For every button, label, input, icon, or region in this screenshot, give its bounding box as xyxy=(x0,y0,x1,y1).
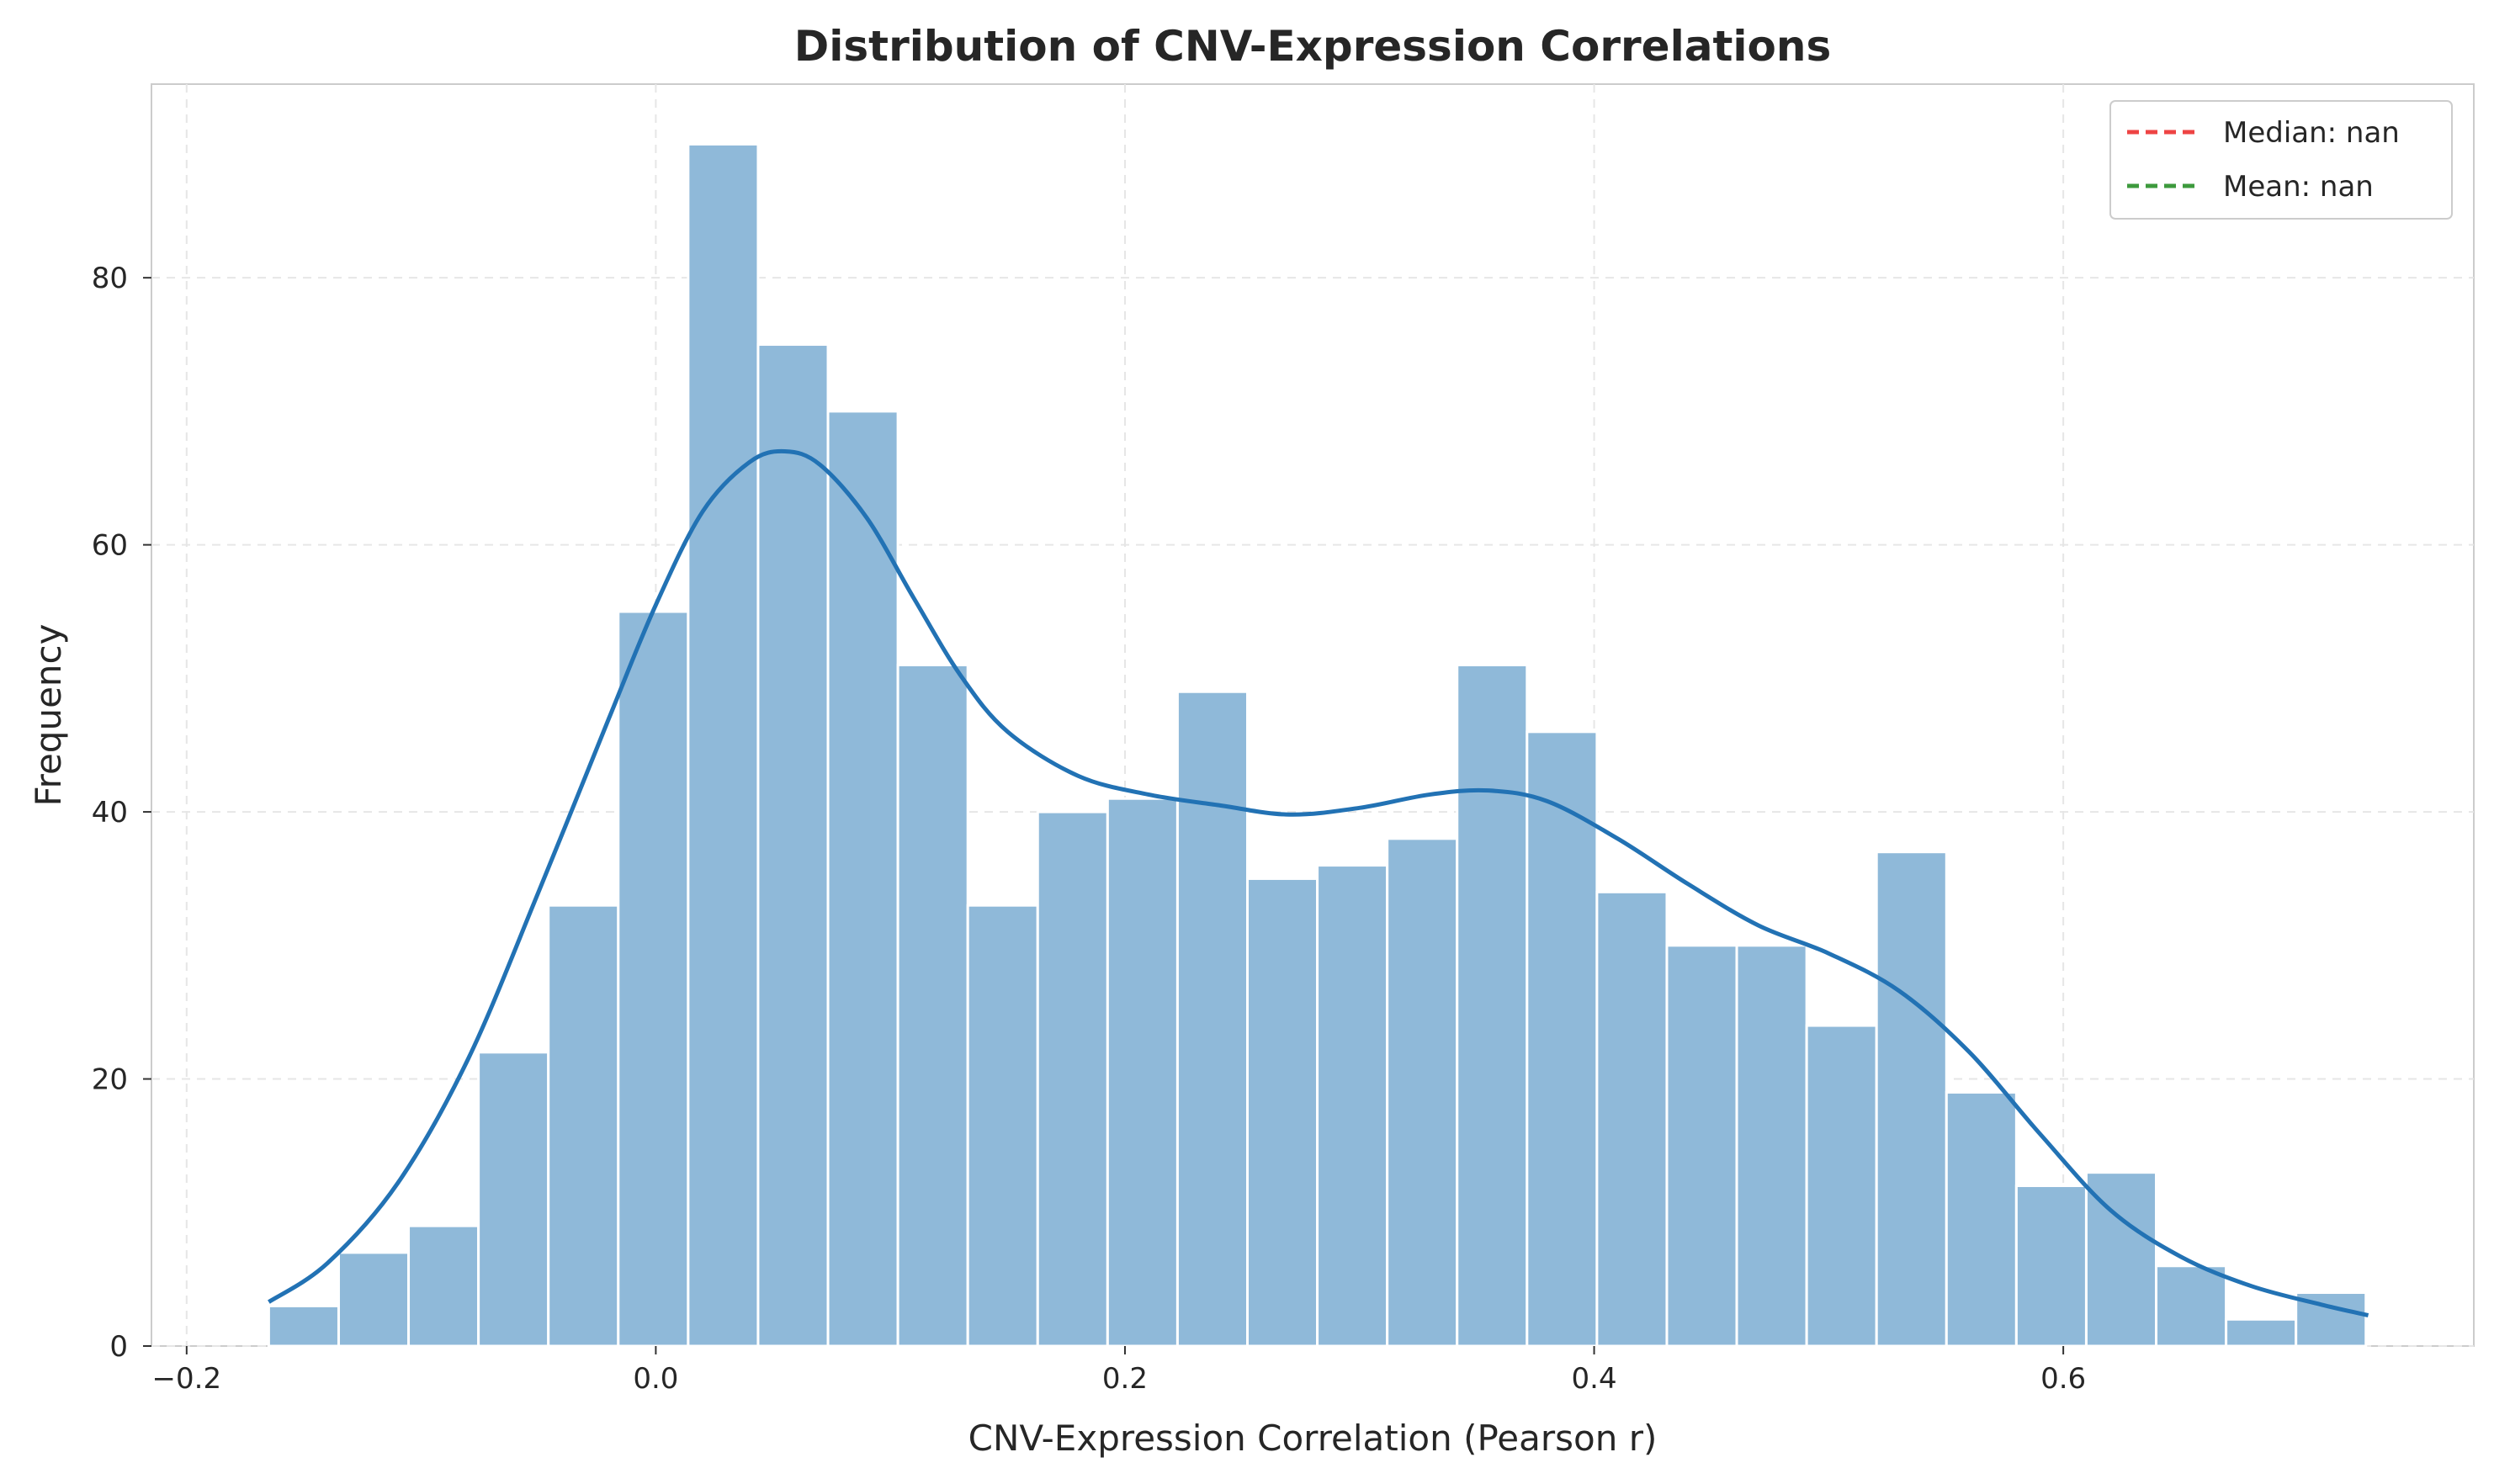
histogram-bar xyxy=(826,410,899,1348)
histogram-bar xyxy=(1526,730,1599,1348)
histogram-bar xyxy=(756,343,830,1348)
histogram-bar xyxy=(2155,1264,2228,1348)
histogram-bar xyxy=(1245,877,1319,1348)
histogram-bar xyxy=(896,663,969,1348)
y-tick-label: 80 xyxy=(92,262,128,295)
histogram-bar xyxy=(2084,1171,2158,1348)
histogram-bar xyxy=(1175,690,1249,1348)
histogram-bar xyxy=(1665,944,1738,1348)
x-axis-label: CNV-Expression Correlation (Pearson r) xyxy=(968,1418,1658,1459)
histogram-bar xyxy=(687,142,760,1348)
x-tick-label: 0.0 xyxy=(633,1362,678,1396)
histogram-bar xyxy=(1106,797,1179,1348)
histogram-bar xyxy=(966,904,1039,1348)
histogram-bar xyxy=(2225,1317,2298,1348)
histogram-bar xyxy=(1735,944,1808,1348)
histogram-bar xyxy=(1316,864,1389,1348)
histogram-bars xyxy=(267,142,2368,1348)
y-axis-label: Frequency xyxy=(28,624,69,807)
y-tick-label: 20 xyxy=(92,1063,128,1097)
histogram-bar xyxy=(1386,837,1459,1348)
histogram-bar xyxy=(1945,1090,2018,1348)
plot-area xyxy=(151,83,2475,1348)
y-tick-label: 40 xyxy=(92,796,128,829)
x-tick-label: 0.2 xyxy=(1102,1362,1148,1396)
histogram-bar xyxy=(617,610,690,1348)
histogram-bar xyxy=(1875,851,1948,1348)
histogram-bar xyxy=(1595,890,1669,1348)
kde-curve xyxy=(268,448,2369,1317)
histogram-bar xyxy=(1036,810,1109,1348)
histogram-bar xyxy=(477,1051,550,1348)
histogram-bar xyxy=(1456,663,1529,1348)
x-tick-label: 0.6 xyxy=(2040,1362,2086,1396)
y-axis-ticks: 0 20 40 60 80 xyxy=(92,262,151,1364)
legend-median-label: Median: nan xyxy=(2223,116,2400,150)
y-tick-label: 0 xyxy=(109,1330,128,1364)
kde-line xyxy=(268,448,2369,1317)
x-tick-label: −0.2 xyxy=(152,1362,222,1396)
histogram-bar xyxy=(337,1251,411,1348)
legend-box xyxy=(2109,100,2453,220)
histogram-bar xyxy=(547,904,620,1348)
x-tick-label: 0.4 xyxy=(1572,1362,1617,1396)
histogram-bar xyxy=(267,1304,340,1348)
histogram-bar xyxy=(2014,1185,2088,1348)
histogram-bar xyxy=(1805,1024,1878,1348)
histogram-bar xyxy=(407,1224,480,1348)
legend: Median: nan Mean: nan xyxy=(2109,100,2453,220)
legend-mean-label: Mean: nan xyxy=(2223,170,2374,204)
chart-title: Distribution of CNV-Expression Correlati… xyxy=(794,22,1831,71)
x-axis-ticks: −0.2 0.0 0.2 0.4 0.6 xyxy=(152,1346,2086,1396)
y-tick-label: 60 xyxy=(92,529,128,563)
